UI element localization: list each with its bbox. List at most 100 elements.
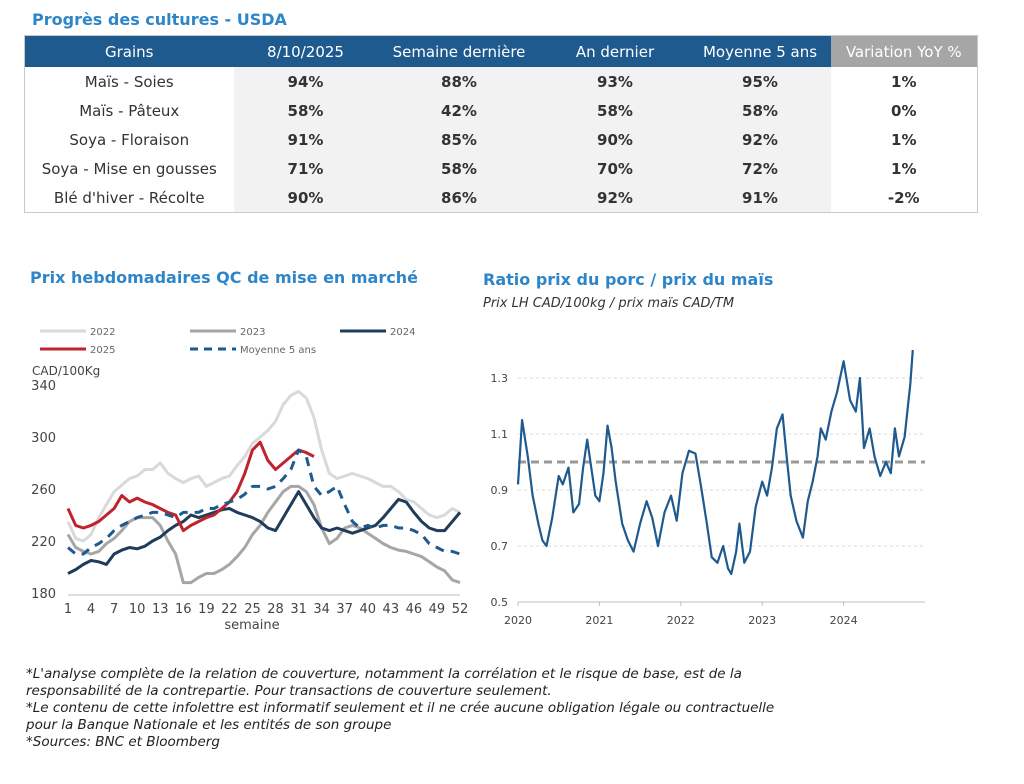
avg5-cell: 72%	[689, 154, 831, 183]
x-tick-label: 2021	[585, 614, 613, 627]
current-cell: 94%	[233, 67, 378, 96]
ratio-chart-subtitle: Prix LH CAD/100kg / prix maïs CAD/TM	[483, 296, 735, 311]
last-year-cell: 90%	[540, 125, 690, 154]
table-row: Soya - Mise en gousses 71% 58% 70% 72% 1%	[24, 154, 978, 183]
yoy-cell: 1%	[830, 125, 978, 154]
table-row: Soya - Floraison 91% 85% 90% 92% 1%	[24, 125, 978, 154]
x-tick-label: 40	[359, 602, 376, 617]
header-five-year-avg: Moyenne 5 ans	[689, 35, 831, 67]
last-year-cell: 70%	[540, 154, 690, 183]
x-tick-label: 22	[221, 602, 238, 617]
series-line-moyenne-5-ans	[67, 448, 461, 556]
last-year-cell: 93%	[540, 67, 690, 96]
x-tick-label: 2020	[504, 614, 532, 627]
last-year-cell: 58%	[540, 96, 690, 125]
avg5-cell: 58%	[689, 96, 831, 125]
header-grains: Grains	[24, 35, 234, 67]
y-tick-label: 0.5	[491, 596, 509, 609]
x-tick-label: 25	[244, 602, 261, 617]
footnote-line: *L'analyse complète de la relation de co…	[26, 666, 742, 682]
footnote-line: *Le contenu de cette infolettre est info…	[26, 700, 775, 716]
grain-cell: Soya - Mise en gousses	[24, 154, 234, 183]
x-tick-label: 19	[198, 602, 215, 617]
y-tick-label: 180	[31, 587, 56, 602]
crop-progress-title: Progrès des cultures - USDA	[32, 10, 287, 29]
last-week-cell: 88%	[377, 67, 541, 96]
series-line-2023	[66, 484, 461, 585]
y-tick-label: 300	[31, 431, 56, 446]
yoy-cell: 1%	[830, 154, 978, 183]
x-tick-label: 43	[383, 602, 400, 617]
crop-progress-table: Grains 8/10/2025 Semaine dernière An der…	[24, 35, 978, 213]
series-line-2025	[66, 440, 315, 533]
header-yoy-variation: Variation YoY %	[830, 35, 978, 67]
y-tick-label: 1.1	[491, 428, 509, 441]
grain-cell: Soya - Floraison	[24, 125, 234, 154]
hog-corn-ratio-chart: 0.5 0.7 0.9 1.1 1.3 2020 2021 2022 2023 2024	[491, 349, 925, 627]
last-year-cell: 92%	[540, 183, 690, 213]
y-tick-label: 340	[31, 379, 56, 394]
footnotes: *L'analyse complète de la relation de co…	[26, 666, 774, 751]
series-line-2024	[67, 490, 462, 575]
footnote-line: pour la Banque Nationale et les entités …	[26, 717, 392, 733]
weekly-prices-chart-title: Prix hebdomadaires QC de mise en marché	[30, 268, 418, 287]
x-tick-label: 10	[129, 602, 146, 617]
header-last-week: Semaine dernière	[377, 35, 541, 67]
legend-label: 2022	[90, 327, 115, 338]
x-tick-label: 4	[87, 602, 95, 617]
header-last-year: An dernier	[540, 35, 690, 67]
last-week-cell: 85%	[377, 125, 541, 154]
yoy-cell: 0%	[830, 96, 978, 125]
table-row: Blé d'hiver - Récolte 90% 86% 92% 91% -2%	[24, 183, 978, 213]
last-week-cell: 86%	[377, 183, 541, 213]
x-tick-label: 13	[152, 602, 169, 617]
series-line-2022	[66, 390, 461, 543]
y-axis-label: CAD/100Kg	[32, 364, 100, 378]
table-row: Maïs - Soies 94% 88% 93% 95% 1%	[24, 67, 978, 96]
y-tick-label: 0.7	[491, 540, 509, 553]
yoy-cell: 1%	[830, 67, 978, 96]
grain-cell: Maïs - Pâteux	[24, 96, 234, 125]
legend-label: Moyenne 5 ans	[240, 345, 316, 356]
y-tick-label: 220	[31, 535, 56, 550]
x-tick-label: 46	[406, 602, 423, 617]
x-tick-label: 1	[64, 602, 72, 617]
x-tick-label: 52	[452, 602, 469, 617]
x-tick-label: 31	[290, 602, 307, 617]
x-tick-label: 16	[175, 602, 192, 617]
grain-cell: Maïs - Soies	[24, 67, 234, 96]
current-cell: 91%	[233, 125, 378, 154]
yoy-cell: -2%	[830, 183, 978, 213]
avg5-cell: 95%	[689, 67, 831, 96]
current-cell: 90%	[233, 183, 378, 213]
weekly-prices-chart: 180 220 260 300 340 1 4 7 10 13 16 19 22 25 28 31 34 37 40…	[31, 327, 469, 633]
x-tick-label: 37	[336, 602, 353, 617]
legend-label: 2024	[390, 327, 415, 338]
y-tick-label: 260	[31, 483, 56, 498]
x-tick-label: 34	[313, 602, 330, 617]
x-tick-label: 2023	[748, 614, 776, 627]
ratio-series-line	[516, 349, 914, 576]
avg5-cell: 91%	[689, 183, 831, 213]
last-week-cell: 42%	[377, 96, 541, 125]
table-header-row: Grains 8/10/2025 Semaine dernière An der…	[24, 35, 978, 67]
x-tick-label: 2024	[830, 614, 858, 627]
x-tick-label: 28	[267, 602, 284, 617]
current-cell: 58%	[233, 96, 378, 125]
last-week-cell: 58%	[377, 154, 541, 183]
y-tick-label: 1.3	[491, 372, 509, 385]
avg5-cell: 92%	[689, 125, 831, 154]
x-tick-label: 7	[110, 602, 118, 617]
current-cell: 71%	[233, 154, 378, 183]
legend-label: 2023	[240, 327, 265, 338]
x-tick-label: 2022	[667, 614, 695, 627]
legend-label: 2025	[90, 345, 115, 356]
footnote-line: *Sources: BNC et Bloomberg	[26, 734, 220, 750]
footnote-line: responsabilité de la contrepartie. Pour …	[26, 683, 552, 699]
table-row: Maïs - Pâteux 58% 42% 58% 58% 0%	[24, 96, 978, 125]
x-tick-label: 49	[429, 602, 446, 617]
header-date: 8/10/2025	[233, 35, 378, 67]
ratio-chart-title: Ratio prix du porc / prix du maïs	[483, 270, 774, 289]
grain-cell: Blé d'hiver - Récolte	[24, 183, 234, 213]
y-tick-label: 0.9	[491, 484, 509, 497]
